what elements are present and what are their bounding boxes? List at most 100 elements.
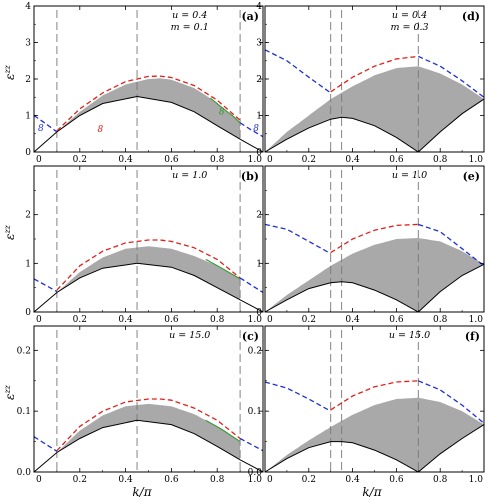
series-blue2-line — [418, 55, 485, 98]
x-tick-label: 0.8 — [210, 475, 225, 485]
panel-label: (c) — [242, 330, 259, 343]
series-blue-line — [33, 436, 58, 452]
series-red-line — [330, 55, 419, 93]
series-red-line — [56, 398, 241, 452]
parameter-annotation: u = 1.0 — [392, 170, 427, 181]
series-blue-line — [264, 49, 332, 94]
x-tick-label: 0.2 — [302, 315, 316, 325]
panel-c: 0.0 0.1 0.2 0 0.2 0.4 0.6 0.8 1.0 u = 15.0 (c) — [17, 325, 264, 485]
x-tick-label: 1.0 — [248, 315, 263, 325]
series-red-line — [330, 380, 419, 411]
series-blue-line — [264, 381, 332, 412]
x-tick-label: 0.6 — [164, 475, 179, 485]
y-tick-label: 0 — [25, 148, 31, 158]
series-red-line — [330, 223, 419, 254]
y-tick-label: 0.0 — [248, 468, 263, 478]
parameter-annotation: u = 15.0 — [389, 330, 430, 341]
panel-a: 0 1 2 3 4 0 0.2 0.4 0.6 0.8 1.0 u = 0.4m = 0.1 (a) 8 8… — [25, 2, 264, 165]
x-axis-title-right: k/π — [362, 485, 382, 499]
panel-f: 0.0 0.1 0.2 0 0.2 0.4 0.6 0.8 1.0 u = 15.0 (f) — [248, 325, 485, 485]
panel-label: (d) — [462, 10, 480, 23]
x-tick-label: 0.8 — [433, 315, 448, 325]
x-tick-label: 0.8 — [433, 155, 448, 165]
y-tick-label: 0.2 — [17, 346, 31, 356]
y-tick-label: 2 — [256, 211, 262, 221]
band-area — [265, 66, 484, 152]
y-tick-label: 0.1 — [17, 407, 31, 417]
parameter-annotation: m = 0.1 — [171, 22, 209, 33]
series-blue2-line — [418, 223, 485, 267]
y-tick-label: 3 — [256, 39, 262, 49]
x-tick-label: 0 — [36, 155, 42, 165]
x-tick-label: 0.2 — [73, 315, 87, 325]
x-tick-label: 0.4 — [345, 475, 360, 485]
x-tick-label: 1.0 — [248, 475, 263, 485]
y-tick-label: 2 — [256, 75, 262, 85]
y-tick-label: 0 — [25, 308, 31, 318]
y-tick-label: 0 — [256, 308, 262, 318]
panel-label: (f) — [465, 330, 480, 343]
x-tick-label: 0.4 — [345, 155, 360, 165]
parameter-annotation: u = 0.4 — [172, 10, 207, 21]
parameter-annotation: u = 1.0 — [172, 170, 207, 181]
panel-e: 0 1 2 0 0.2 0.4 0.6 0.8 1.0 u = 1.0 (e) — [256, 165, 485, 325]
x-tick-label: 0.6 — [164, 315, 179, 325]
panel-label: (a) — [241, 10, 259, 23]
parameter-annotation: m = 0.3 — [390, 22, 428, 33]
x-tick-label: 1.0 — [469, 475, 484, 485]
series-blue2-line — [239, 277, 264, 294]
curve-label: 8 — [253, 124, 259, 134]
curve-label: 8 — [219, 107, 225, 117]
x-tick-label: 0 — [36, 475, 42, 485]
y-tick-label: 1 — [256, 112, 262, 122]
x-tick-label: 0.6 — [389, 475, 404, 485]
parameter-annotation: u = 15.0 — [169, 330, 210, 341]
series-red-line — [56, 75, 241, 132]
y-tick-label: 0.1 — [248, 407, 262, 417]
panel-b: 0 1 2 0 0.2 0.4 0.6 0.8 1.0 u = 1.0 (b) — [25, 165, 264, 325]
x-tick-label: 0.4 — [118, 155, 133, 165]
series-lower-line — [264, 263, 485, 313]
series-blue-line — [33, 114, 58, 133]
x-tick-label: 0.8 — [210, 155, 225, 165]
x-tick-label: 0.8 — [433, 475, 448, 485]
band-area — [56, 246, 241, 300]
y-tick-label: 0.2 — [248, 346, 262, 356]
series-lower-line — [264, 424, 485, 473]
series-red-line — [56, 239, 241, 291]
x-tick-label: 0.8 — [210, 315, 225, 325]
series-lower-line — [33, 419, 264, 473]
x-tick-label: 1.0 — [248, 155, 263, 165]
series-blue-line — [33, 278, 58, 293]
y-tick-label: 2 — [25, 75, 31, 85]
series-blue2-line — [239, 437, 264, 452]
series-green-line — [205, 258, 241, 280]
x-tick-label: 0.6 — [389, 155, 404, 165]
x-tick-label: 0 — [36, 315, 42, 325]
series-lower-line — [33, 262, 264, 313]
y-tick-label: 1 — [256, 259, 262, 269]
band-area — [265, 397, 484, 472]
x-tick-label: 0.4 — [345, 315, 360, 325]
series-blue2-line — [239, 122, 264, 138]
x-tick-label: 1.0 — [469, 155, 484, 165]
series-green-line — [205, 419, 241, 443]
y-tick-label: 4 — [256, 2, 262, 12]
series-lower-line — [264, 98, 485, 153]
x-tick-label: 0 — [267, 475, 273, 485]
band-area — [56, 403, 241, 460]
band-area — [56, 78, 241, 140]
y-tick-label: 1 — [25, 259, 31, 269]
y-axis-title-middle: εzz — [3, 224, 18, 240]
x-tick-label: 0.6 — [164, 155, 179, 165]
x-tick-label: 0 — [267, 315, 273, 325]
series-blue-line — [264, 223, 332, 255]
panels: 0 1 2 3 4 0 0.2 0.4 0.6 0.8 1.0 u = 0.4m = 0.1 (a) 8 8… — [17, 2, 485, 485]
panel-d: 0 1 2 3 4 0 0.2 0.4 0.6 0.8 1.0 u = 0.4m = 0.3 (d) — [256, 2, 485, 165]
y-tick-label: 4 — [25, 2, 31, 12]
x-tick-label: 1.0 — [469, 315, 484, 325]
y-axis-title-top: εzz — [3, 64, 18, 80]
x-axis-title-left: k/π — [132, 485, 152, 499]
series-blue2-line — [418, 380, 485, 424]
